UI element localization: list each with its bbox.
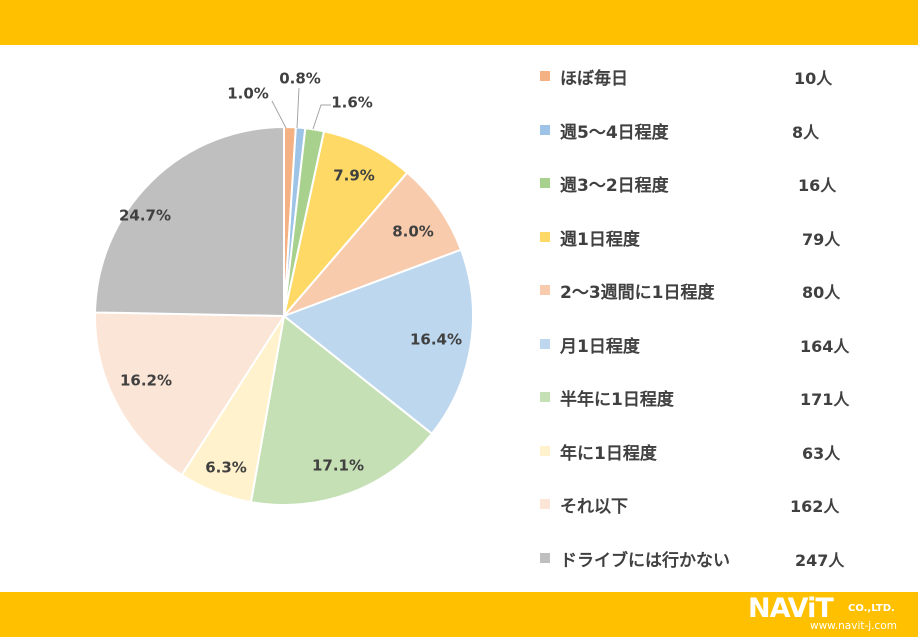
legend-label: ほぼ毎日: [560, 69, 628, 89]
pie-slice: [94, 125, 285, 318]
legend-swatch: [540, 499, 550, 509]
legend-swatch: [540, 124, 550, 135]
legend-count: 80人: [802, 283, 841, 302]
legend-swatch: [540, 552, 550, 563]
legend-count: 247人: [795, 550, 845, 570]
slice-percent-label: 1.0%: [227, 85, 269, 103]
legend-item: 2～3週間に1日程度 80人: [540, 270, 910, 324]
pie-slice: [94, 311, 286, 477]
slice-percent-label: 0.8%: [279, 70, 321, 88]
legend-label: 月1日程度: [560, 336, 640, 357]
legend-item: 週5～4日程度 8人: [540, 110, 910, 164]
legend-swatch: [540, 71, 550, 81]
legend-item: 半年に1日程度 171人: [540, 377, 910, 431]
legend-swatch: [540, 231, 550, 242]
slice-percent-label: 24.7%: [119, 207, 171, 225]
legend-item: 年に1日程度 63人: [540, 431, 910, 485]
legend-swatch: [540, 285, 550, 295]
pie-chart: 1.0% 0.8% 1.6% 7.9% 8.0% 16.4% 17.1% 6.3% 16.2% 2…: [94, 70, 474, 506]
slice-percent-label: 16.4%: [410, 331, 462, 349]
legend-count: 16人: [798, 176, 837, 195]
legend-item: 週3～2日程度 16人: [540, 163, 910, 217]
bottom-bar: [0, 592, 918, 637]
legend-label: 2～3週間に1日程度: [560, 283, 715, 303]
legend-item: 週1日程度 79人: [540, 217, 910, 271]
leader-line: [271, 100, 287, 129]
slice-percent-label: 8.0%: [392, 223, 434, 241]
slice-percent-label: 16.2%: [120, 372, 172, 390]
legend-count: 8人: [792, 122, 820, 142]
slice-percent-label: 17.1%: [312, 457, 364, 475]
slice-percent-label: 6.3%: [205, 459, 247, 477]
legend-label: 週1日程度: [560, 229, 640, 250]
logo-wordmark: NAViT: [748, 593, 834, 624]
logo-company-suffix: CO.,LTD.: [848, 603, 895, 614]
legend-item: ほぼ毎日 10人: [540, 56, 910, 110]
legend-count: 10人: [794, 69, 833, 88]
logo-url: www.navit-j.com: [810, 620, 897, 632]
legend-label: 週3～2日程度: [560, 176, 669, 196]
legend-count: 63人: [802, 443, 841, 463]
slice-percent-label: 7.9%: [333, 167, 375, 185]
pie-slice: [281, 248, 474, 436]
legend-label: 年に1日程度: [560, 443, 657, 464]
legend-label: 週5～4日程度: [560, 122, 669, 143]
legend-count: 79人: [802, 229, 841, 249]
legend-count: 171人: [800, 390, 850, 409]
legend-label: それ以下: [560, 497, 628, 517]
legend-item: それ以下 162人: [540, 484, 910, 538]
legend-label: ドライブには行かない: [560, 550, 730, 571]
pie-slice: [283, 171, 463, 317]
leader-line: [312, 104, 331, 130]
legend-item: ドライブには行かない 247人: [540, 538, 910, 592]
legend-count: 164人: [800, 336, 850, 356]
legend-swatch: [540, 392, 550, 402]
pie-slice: [283, 130, 409, 317]
company-logo: NAViT CO.,LTD. www.navit-j.com: [748, 594, 914, 634]
legend-swatch: [540, 338, 550, 349]
pie-slice: [249, 314, 434, 506]
legend-swatch: [540, 445, 550, 456]
legend-label: 半年に1日程度: [560, 390, 674, 410]
leader-line: [296, 87, 300, 129]
legend-item: 月1日程度 164人: [540, 324, 910, 378]
legend: ほぼ毎日 10人 週5～4日程度 8人 週3～2日程度 16人 週1日程度 79…: [540, 56, 910, 591]
top-bar: [0, 0, 918, 45]
legend-swatch: [540, 178, 550, 188]
slice-percent-label: 1.6%: [331, 94, 373, 112]
legend-count: 162人: [790, 497, 840, 516]
